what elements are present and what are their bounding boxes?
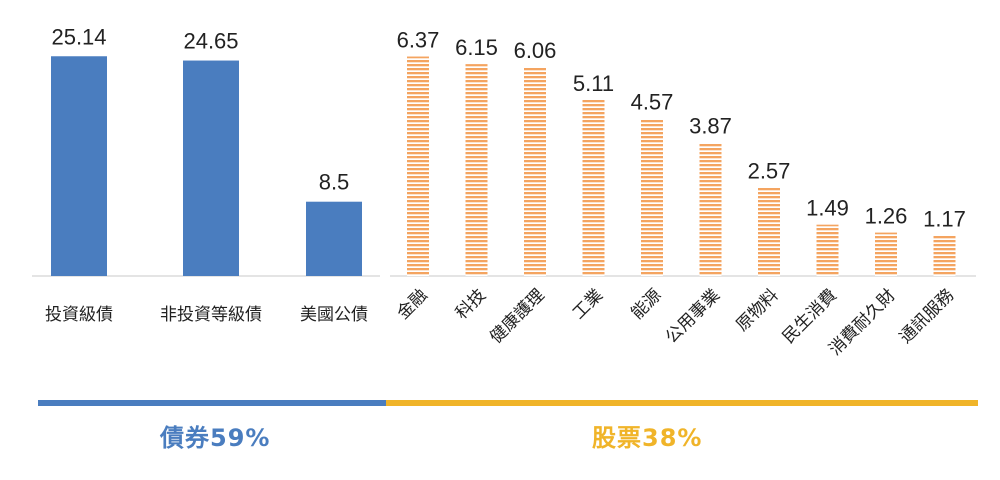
- tick-label-equity-0: 金融: [393, 285, 431, 323]
- tick-label-bond-1: 非投資等級債: [160, 305, 262, 325]
- tick-label-equity-3: 工業: [569, 285, 607, 323]
- value-label-equity-3: 5.11: [573, 71, 614, 96]
- bar-equity-8: [875, 232, 897, 276]
- equity-group-bar: [386, 400, 978, 406]
- bar-equity-3: [582, 99, 605, 276]
- tick-label-equity-9: 通訊服務: [896, 285, 958, 347]
- value-label-bond-0: 25.14: [51, 24, 106, 49]
- bar-bond-1: [183, 60, 239, 276]
- value-label-equity-4: 4.57: [631, 90, 674, 115]
- bar-equity-5: [699, 142, 722, 276]
- value-label-equity-8: 1.26: [865, 204, 908, 229]
- bond-group-label: 債券59%: [160, 424, 271, 452]
- value-label-equity-2: 6.06: [514, 38, 557, 63]
- tick-label-equity-1: 科技: [452, 285, 490, 323]
- chart-marks: 25.14 投資級債 24.65 非投資等級債 8.5 美國公債 6.37 金融 6.15 科技 6…: [45, 24, 966, 359]
- bar-equity-1: [465, 64, 488, 276]
- bar-equity-9: [933, 235, 956, 276]
- tick-label-equity-2: 健康護理: [486, 285, 548, 347]
- equity-group-label: 股票38%: [592, 424, 703, 452]
- bar-equity-2: [524, 67, 546, 276]
- tick-label-bond-0: 投資級債: [45, 305, 113, 325]
- tick-label-equity-4: 能源: [627, 285, 665, 323]
- bar-equity-7: [816, 224, 839, 276]
- value-label-equity-0: 6.37: [397, 28, 440, 53]
- bar-equity-6: [758, 187, 780, 276]
- value-label-equity-5: 3.87: [689, 114, 732, 139]
- bar-bond-2: [306, 201, 362, 276]
- bar-bond-0: [51, 56, 107, 276]
- value-label-bond-1: 24.65: [183, 29, 238, 54]
- bar-equity-0: [407, 56, 429, 276]
- value-label-equity-9: 1.17: [923, 207, 966, 232]
- value-label-equity-1: 6.15: [455, 35, 498, 60]
- tick-label-equity-6: 原物料: [732, 285, 782, 335]
- tick-label-equity-5: 公用事業: [662, 285, 724, 347]
- bond-group-bar: [38, 400, 386, 406]
- bar-equity-4: [641, 118, 663, 277]
- tick-label-bond-2: 美國公債: [300, 305, 368, 325]
- value-label-bond-2: 8.5: [319, 170, 350, 195]
- value-label-equity-6: 2.57: [748, 158, 791, 183]
- value-label-equity-7: 1.49: [806, 196, 849, 221]
